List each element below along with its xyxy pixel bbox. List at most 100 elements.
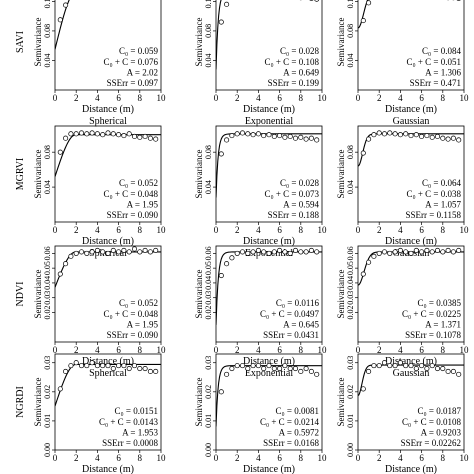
stats-line: SSErr = 0.0008 bbox=[102, 438, 158, 448]
semivariance-point bbox=[440, 249, 446, 255]
x-tick-label: 10 bbox=[318, 225, 328, 235]
semivariance-point bbox=[153, 247, 159, 253]
x-tick-label: 8 bbox=[299, 453, 304, 463]
semivariance-point bbox=[387, 250, 393, 256]
stats-line: C₀ = 0.0151 bbox=[115, 406, 158, 416]
semivariance-point bbox=[277, 365, 283, 372]
x-tick-label: 8 bbox=[441, 345, 446, 355]
panel-ngrdi-spherical: 0 2 4 6 8 10 0.00 0.01 0.02 0.03 Distance (m) Semiv… bbox=[15, 353, 167, 474]
x-tick-label: 6 bbox=[277, 453, 282, 463]
x-axis-label: Distance (m) bbox=[385, 236, 437, 247]
x-tick-label: 6 bbox=[419, 225, 424, 235]
stats-line: C₀ = 0.0385 bbox=[418, 298, 462, 308]
plot-frame bbox=[54, 125, 162, 223]
semivariance-point bbox=[78, 363, 85, 369]
fitted-curve bbox=[55, 134, 161, 177]
semivariance-point bbox=[360, 18, 366, 24]
stats-line: A = 2.02 bbox=[127, 67, 158, 77]
stats-line: SSErr = 0.0168 bbox=[263, 438, 319, 448]
semivariance-point bbox=[126, 131, 132, 137]
y-axis-label: Semivariance bbox=[336, 18, 346, 67]
semivariance-point bbox=[63, 261, 69, 267]
semivariance-point bbox=[68, 131, 74, 137]
semivariance-point bbox=[218, 389, 224, 395]
semivariance-point bbox=[456, 371, 462, 377]
y-tick-label: 0.12 bbox=[346, 0, 355, 8]
semivariance-point bbox=[277, 247, 283, 253]
semivariance-point bbox=[397, 247, 403, 253]
x-tick-label: 2 bbox=[235, 345, 240, 355]
semivariance-point bbox=[142, 365, 148, 372]
x-tick-label: 2 bbox=[377, 225, 382, 235]
semivariance-point bbox=[68, 363, 74, 369]
stats-line: A = 1.95 bbox=[127, 319, 159, 329]
semivariance-point bbox=[261, 365, 267, 372]
stats-line: C₀ + C = 0.076 bbox=[103, 57, 158, 67]
semivariance-point bbox=[381, 360, 388, 366]
plot-frame bbox=[54, 0, 162, 91]
semivariance-point bbox=[403, 363, 409, 369]
semivariance-point bbox=[100, 249, 106, 255]
semivariance-point bbox=[147, 249, 153, 255]
x-tick-label: 4 bbox=[95, 453, 100, 463]
semivariance-point bbox=[131, 363, 138, 369]
semivariance-point bbox=[84, 131, 90, 137]
semivariance-point bbox=[397, 132, 403, 138]
y-axis-label: Semivariance bbox=[33, 18, 43, 67]
stats-line: C₀ + C = 0.0497 bbox=[260, 309, 320, 319]
semivariance-point bbox=[84, 250, 90, 256]
plot-frame bbox=[215, 125, 323, 223]
semivariance-point bbox=[450, 135, 456, 141]
stats-line: C₀ = 0.028 bbox=[280, 178, 319, 188]
semivariance-point bbox=[116, 249, 122, 255]
semivariance-point bbox=[250, 132, 256, 138]
semivariance-point bbox=[100, 132, 106, 138]
panel-ngrdi-gaussian: 0 2 4 6 8 10 0.00 0.01 0.02 0.03 Distance (m) Semiv… bbox=[336, 353, 469, 474]
semivariance-point bbox=[456, 247, 462, 253]
stats-line: SSErr = 0.0431 bbox=[263, 330, 319, 340]
semivariance-point bbox=[250, 363, 256, 369]
semivariance-point bbox=[366, 0, 372, 6]
semivariance-point bbox=[360, 150, 366, 156]
semivariance-point bbox=[381, 131, 388, 137]
model-title: Spherical bbox=[89, 116, 127, 127]
stats-line: C₀ + C = 0.073 bbox=[264, 189, 319, 199]
stats-line: C₀ + C = 0.048 bbox=[103, 189, 158, 199]
plot-area bbox=[358, 247, 464, 286]
x-tick-label: 2 bbox=[377, 453, 382, 463]
semivariance-point bbox=[94, 247, 100, 253]
plot-area bbox=[216, 247, 322, 325]
semivariance-point bbox=[287, 250, 293, 256]
x-tick-label: 8 bbox=[441, 93, 446, 103]
fitted-curve bbox=[55, 0, 70, 50]
y-tick-label: 0.05 bbox=[346, 261, 355, 275]
x-tick-label: 6 bbox=[116, 345, 121, 355]
x-tick-label: 10 bbox=[157, 453, 167, 463]
semivariance-point bbox=[218, 151, 224, 157]
semivariance-point bbox=[224, 371, 230, 377]
semivariance-point bbox=[450, 249, 456, 255]
semivariance-point bbox=[110, 247, 116, 253]
plot-area bbox=[55, 130, 161, 177]
x-tick-label: 8 bbox=[299, 225, 304, 235]
plot-area bbox=[55, 0, 70, 50]
semivariance-point bbox=[376, 250, 382, 256]
fitted-curve bbox=[358, 0, 369, 29]
semivariance-point bbox=[392, 131, 398, 137]
semivariance-point bbox=[376, 130, 382, 136]
semivariance-point bbox=[308, 368, 314, 375]
x-tick-label: 0 bbox=[53, 225, 58, 235]
semivariance-point bbox=[371, 363, 377, 369]
semivariance-point bbox=[245, 250, 251, 256]
stats-line: C₀ = 0.0081 bbox=[276, 406, 319, 416]
stats-line: A = 0.649 bbox=[283, 67, 319, 77]
panel-mgrvi-spherical: 0 2 4 6 8 10 0.04 0.08 Distance (m) Semivariance M… bbox=[15, 125, 166, 259]
semivariance-point bbox=[456, 0, 461, 1]
x-tick-label: 0 bbox=[356, 225, 361, 235]
stats-line: SSErr = 0.090 bbox=[107, 210, 159, 220]
semivariance-point bbox=[131, 133, 138, 140]
stats-line: C₀ + C = 0.0108 bbox=[402, 417, 462, 427]
plot-area bbox=[216, 130, 322, 198]
semivariance-point bbox=[366, 368, 372, 375]
